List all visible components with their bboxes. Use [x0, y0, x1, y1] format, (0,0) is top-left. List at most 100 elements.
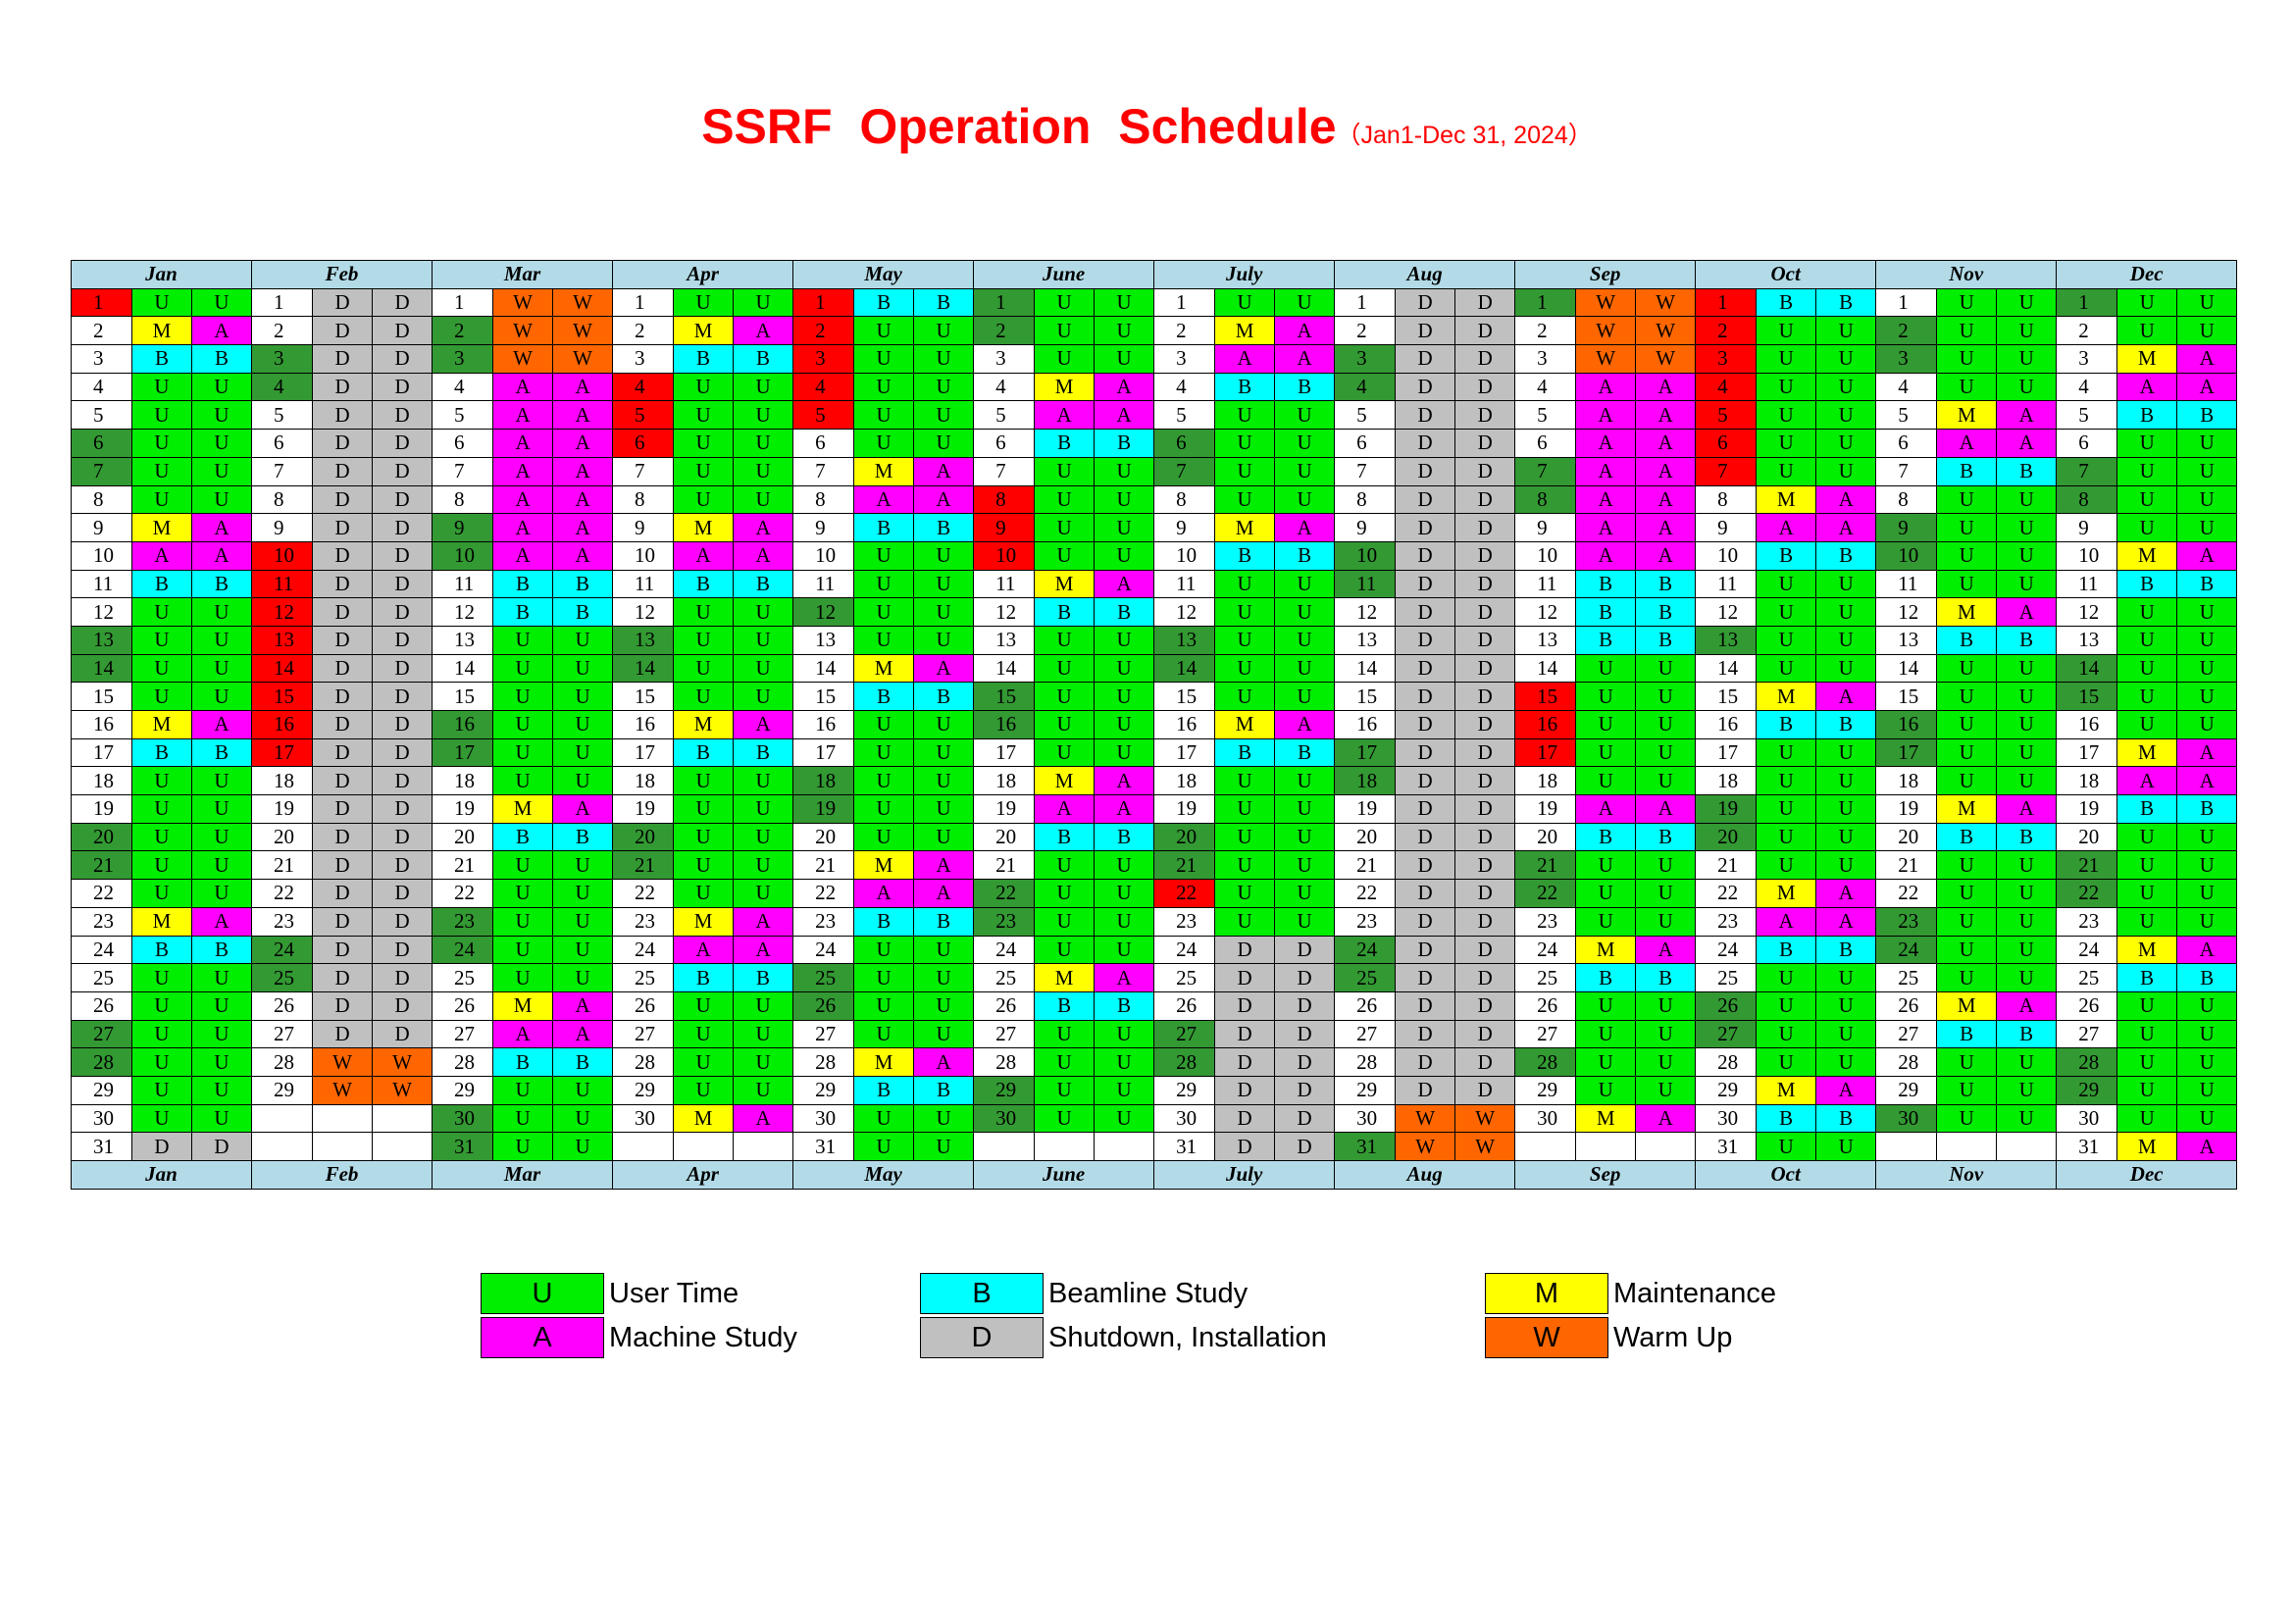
day-row: 30 U U 30 U U 30 M A 30 U U 30 U U 30 D D 30 W W 30 M A 30 B B 30 U U…: [71, 1103, 2238, 1134]
shift-code-cell: B: [552, 822, 614, 852]
day-number: 23: [1153, 906, 1216, 937]
shift-code-cell: B: [913, 682, 975, 711]
day-number: 29: [1514, 1075, 1577, 1105]
day-number: 19: [1875, 794, 1938, 824]
day-number: 30: [71, 1103, 132, 1134]
shift-code-cell: U: [673, 456, 735, 486]
day-number: 17: [1695, 737, 1758, 768]
shift-code-cell: B: [913, 1075, 975, 1105]
shift-code-cell: U: [1214, 906, 1276, 937]
legend-swatch: W: [1485, 1317, 1608, 1358]
shift-code-cell: U: [1094, 906, 1155, 937]
shift-code-cell: U: [1034, 879, 1096, 908]
day-number: 24: [612, 935, 675, 965]
empty-cell: [1514, 1132, 1577, 1161]
day-number: 15: [251, 682, 314, 711]
shift-code-cell: A: [1575, 513, 1637, 542]
day-number: 5: [432, 400, 494, 431]
shift-code-cell: U: [2116, 456, 2178, 486]
shift-code-cell: D: [372, 963, 433, 992]
shift-code-cell: B: [673, 569, 735, 599]
day-number: 7: [432, 456, 494, 486]
title-main: SSRF Operation Schedule: [701, 99, 1337, 154]
shift-code-cell: U: [1094, 879, 1155, 908]
shift-code-cell: U: [1756, 625, 1817, 655]
shift-code-cell: A: [190, 710, 253, 739]
day-number: 23: [1695, 906, 1758, 937]
shift-code-cell: U: [131, 963, 192, 992]
day-number: 23: [792, 906, 855, 937]
shift-code-cell: U: [673, 822, 735, 852]
shift-code-cell: U: [913, 372, 975, 402]
day-number: 20: [251, 822, 314, 852]
shift-code-cell: U: [1996, 1047, 2058, 1077]
shift-code-cell: A: [913, 653, 975, 684]
shift-code-cell: M: [1756, 484, 1817, 515]
shift-code-cell: U: [552, 1132, 614, 1161]
shift-code-cell: B: [492, 822, 554, 852]
shift-code-cell: A: [913, 850, 975, 881]
shift-code-cell: D: [312, 990, 374, 1021]
day-number: 7: [1875, 456, 1938, 486]
shift-code-cell: U: [673, 794, 735, 824]
shift-code-cell: U: [1756, 1047, 1817, 1077]
shift-code-cell: B: [492, 569, 554, 599]
day-number: 7: [2056, 456, 2118, 486]
shift-code-cell: U: [190, 822, 253, 852]
day-number: 19: [1334, 794, 1397, 824]
day-number: 15: [792, 682, 855, 711]
shift-code-cell: D: [1395, 484, 1456, 515]
shift-code-cell: M: [673, 316, 735, 346]
shift-code-cell: M: [673, 513, 735, 542]
month-header: May: [792, 260, 975, 289]
shift-code-cell: U: [913, 766, 975, 796]
day-number: 9: [2056, 513, 2118, 542]
day-number: 26: [612, 990, 675, 1021]
shift-code-cell: U: [1034, 653, 1096, 684]
shift-code-cell: D: [1454, 794, 1516, 824]
shift-code-cell: D: [1214, 1075, 1276, 1105]
day-number: 15: [2056, 682, 2118, 711]
shift-code-cell: D: [372, 906, 433, 937]
shift-code-cell: U: [1214, 850, 1276, 881]
shift-code-cell: M: [1936, 990, 1998, 1021]
shift-code-cell: B: [2116, 794, 2178, 824]
shift-code-cell: B: [1996, 456, 2058, 486]
shift-code-cell: U: [1756, 737, 1817, 768]
shift-code-cell: A: [2176, 737, 2238, 768]
shift-code-cell: U: [853, 597, 915, 627]
shift-code-cell: B: [673, 963, 735, 992]
shift-code-cell: U: [131, 653, 192, 684]
day-number: 13: [1875, 625, 1938, 655]
day-number: 24: [71, 935, 132, 965]
day-number: 18: [71, 766, 132, 796]
shift-code-cell: U: [1815, 1132, 1877, 1161]
shift-code-cell: M: [673, 1103, 735, 1134]
shift-code-cell: U: [1094, 710, 1155, 739]
shift-code-cell: A: [1635, 513, 1697, 542]
day-number: 22: [1875, 879, 1938, 908]
shift-code-cell: D: [1454, 737, 1516, 768]
shift-code-cell: U: [1815, 822, 1877, 852]
shift-code-cell: D: [372, 597, 433, 627]
shift-code-cell: U: [1575, 850, 1637, 881]
shift-code-cell: M: [1034, 372, 1096, 402]
shift-code-cell: U: [2116, 1103, 2178, 1134]
day-number: 28: [1695, 1047, 1758, 1077]
shift-code-cell: U: [673, 850, 735, 881]
day-number: 20: [1153, 822, 1216, 852]
shift-code-cell: U: [190, 682, 253, 711]
shift-code-cell: W: [1635, 316, 1697, 346]
day-number: 29: [251, 1075, 314, 1105]
month-header: Apr: [612, 1160, 794, 1190]
shift-code-cell: U: [1575, 1019, 1637, 1049]
shift-code-cell: U: [1756, 569, 1817, 599]
shift-code-cell: A: [1996, 794, 2058, 824]
empty-cell: [973, 1132, 1036, 1161]
shift-code-cell: A: [1274, 316, 1336, 346]
shift-code-cell: A: [1274, 513, 1336, 542]
shift-code-cell: A: [1575, 794, 1637, 824]
shift-code-cell: A: [1635, 540, 1697, 571]
shift-code-cell: B: [1815, 935, 1877, 965]
shift-code-cell: U: [913, 1103, 975, 1134]
